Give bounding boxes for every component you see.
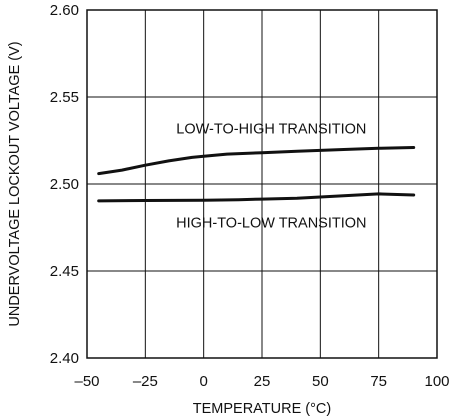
- annotation-label-1: LOW-TO-HIGH TRANSITION: [176, 122, 366, 138]
- y-tick-label: 2.45: [50, 263, 79, 280]
- series-layer: [97, 146, 416, 203]
- x-tick-label: –25: [133, 373, 158, 390]
- y-tick-label: 2.60: [50, 2, 79, 19]
- tick-labels: –50 –25 0 25 50 75 100 2.40 2.45 2.50 2.55 2.60: [50, 2, 450, 390]
- x-tick-label: 100: [424, 373, 449, 390]
- y-tick-label: 2.50: [50, 176, 79, 193]
- x-tick-label: –50: [74, 373, 99, 390]
- x-tick-label: 0: [199, 373, 207, 390]
- annotation-label-2: HIGH-TO-LOW TRANSITION: [176, 216, 366, 232]
- grid: [87, 10, 437, 358]
- x-tick-label: 50: [312, 373, 329, 390]
- x-tick-label: 75: [370, 373, 387, 390]
- series-line-1: [97, 146, 416, 176]
- x-tick-label: 25: [254, 373, 271, 390]
- series-line-2: [97, 192, 416, 203]
- annotation-layer: LOW-TO-HIGH TRANSITION HIGH-TO-LOW TRANSI…: [176, 122, 366, 232]
- y-axis-title: UNDERVOLTAGE LOCKOUT VOLTAGE (V): [7, 41, 23, 326]
- plot-frame: [86, 9, 438, 359]
- y-tick-label: 2.40: [50, 350, 79, 367]
- x-axis-title: TEMPERATURE (°C): [193, 401, 331, 417]
- y-tick-label: 2.55: [50, 89, 79, 106]
